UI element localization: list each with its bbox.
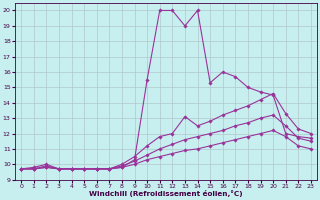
X-axis label: Windchill (Refroidissement éolien,°C): Windchill (Refroidissement éolien,°C) [89, 190, 243, 197]
